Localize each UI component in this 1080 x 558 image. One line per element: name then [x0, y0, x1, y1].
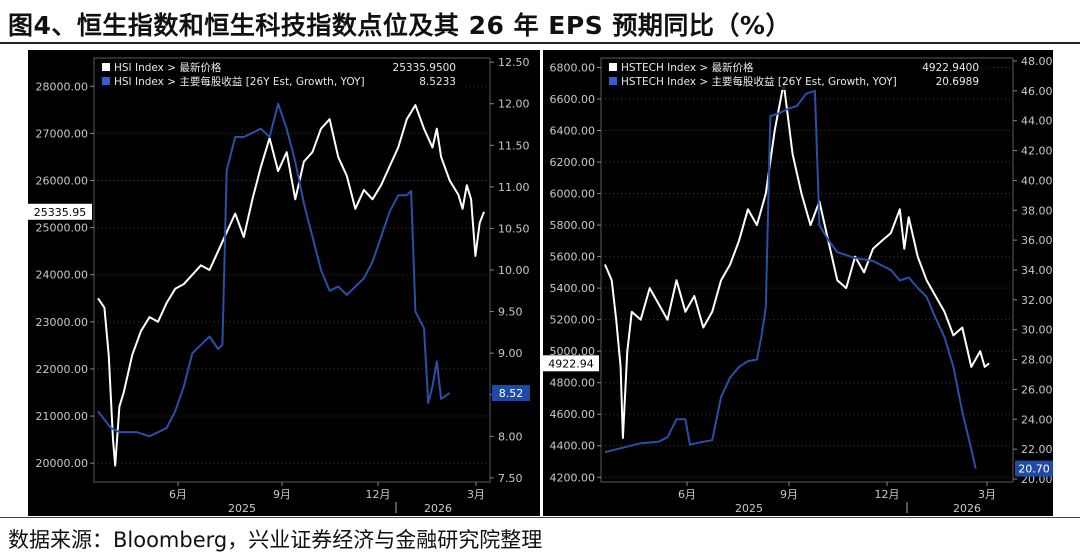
- hstech-x-year-label: 2025: [735, 502, 763, 515]
- hsi-chart-panel: 20000.00 21000.00 22000.00 23000.00 24000.00…: [28, 50, 540, 516]
- hstech-legend-value: 20.6989: [936, 76, 979, 88]
- hstech-left-tick-label: 5600.00: [550, 251, 596, 264]
- hsi-legend-name: HSI Index > 主要每股收益 [26Y Est, Growth, YOY…: [114, 75, 365, 88]
- hstech-left-tick-label: 6200.00: [550, 156, 596, 169]
- hsi-left-tick-label: 25000.00: [36, 222, 89, 235]
- hsi-x-year-label: 2026: [424, 502, 452, 515]
- hsi-x-year-label: 2025: [228, 502, 256, 515]
- hsi-x-month-label: 9月: [273, 488, 291, 501]
- hsi-legend-swatch: [102, 63, 110, 71]
- source-divider: [0, 517, 1080, 518]
- hsi-right-tick-label: 10.00: [498, 264, 530, 277]
- hsi-legend-box: [98, 60, 464, 90]
- hstech-left-current-label: 4922.94: [548, 357, 594, 370]
- hstech-left-tick-label: 4800.00: [550, 377, 596, 390]
- hsi-left-tick-label: 27000.00: [36, 127, 89, 140]
- hstech-right-tick-label: 46.00: [1021, 85, 1053, 98]
- hstech-x-month-label: 6月: [678, 488, 696, 501]
- hsi-left-tick-label: 22000.00: [36, 363, 89, 376]
- hstech-left-tick-label: 5000.00: [550, 345, 596, 358]
- hsi-right-tick-label: 9.00: [498, 347, 523, 360]
- hstech-chart: 4200.00 4400.00 4600.00 4800.00 5000.00 5200.…: [543, 55, 1053, 515]
- hstech-right-tick-label: 48.00: [1021, 55, 1053, 68]
- hsi-legend-value: 25335.9500: [393, 62, 456, 74]
- hsi-right-tick-label: 11.50: [498, 139, 530, 152]
- hstech-right-tick-label: 24.00: [1021, 413, 1053, 426]
- hsi-left-current-label: 25335.95: [34, 206, 87, 219]
- hstech-right-tick-label: 40.00: [1021, 174, 1053, 187]
- hsi-right-tick-label: 11.00: [498, 181, 530, 194]
- hstech-right-tick-label: 42.00: [1021, 145, 1053, 158]
- hstech-left-tick-label: 5800.00: [550, 219, 596, 232]
- hstech-right-tick-label: 28.00: [1021, 354, 1053, 367]
- hstech-right-tick-label: 36.00: [1021, 234, 1053, 247]
- figure-title: 图4、恒生指数和恒生科技指数点位及其 26 年 EPS 预期同比（%）: [8, 11, 791, 40]
- title-divider: [0, 42, 1080, 44]
- hstech-left-current-badge: [543, 355, 599, 372]
- hstech-x-month-label: 12月: [875, 488, 900, 501]
- hsi-left-tick-label: 23000.00: [36, 316, 89, 329]
- hsi-right-tick-label: 8.00: [498, 430, 523, 443]
- hstech-right-tick-label: 30.00: [1021, 324, 1053, 337]
- hsi-left-current-badge: [28, 203, 92, 220]
- hstech-x-year-label: 2026: [953, 502, 981, 515]
- hsi-right-tick-label: 9.50: [498, 306, 523, 319]
- hsi-eps-series-line: [97, 102, 451, 438]
- hsi-x-month-label: 6月: [169, 488, 187, 501]
- hstech-legend-swatch: [609, 63, 617, 71]
- hsi-right-tick-label: 10.50: [498, 222, 530, 235]
- hsi-legend-name: HSI Index > 最新价格: [114, 61, 222, 74]
- hsi-left-tick-label: 20000.00: [36, 457, 89, 470]
- hstech-eps-series-line: [604, 89, 977, 469]
- hstech-right-current-badge: [1015, 460, 1053, 477]
- hstech-x-month-label: 9月: [780, 488, 798, 501]
- hstech-right-tick-label: 22.00: [1021, 443, 1053, 456]
- hstech-left-tick-label: 6000.00: [550, 188, 596, 201]
- hstech-price-series-line: [604, 82, 990, 439]
- hstech-plot-frame: [600, 57, 1014, 483]
- hstech-right-tick-label: 38.00: [1021, 204, 1053, 217]
- hsi-plot-frame: [93, 57, 491, 483]
- hstech-legend-box: [605, 60, 987, 90]
- hstech-right-tick-label: 34.00: [1021, 264, 1053, 277]
- hsi-legend-swatch: [102, 77, 110, 85]
- hstech-left-tick-label: 4600.00: [550, 408, 596, 421]
- hsi-right-tick-label: 12.00: [498, 98, 530, 111]
- hsi-right-tick-label: 12.50: [498, 56, 530, 69]
- hstech-right-tick-label: 44.00: [1021, 115, 1053, 128]
- hstech-left-tick-label: 4400.00: [550, 440, 596, 453]
- hstech-legend-value: 4922.9400: [922, 62, 979, 74]
- hstech-right-tick-label: 26.00: [1021, 383, 1053, 396]
- hstech-right-current-label: 20.70: [1018, 463, 1050, 476]
- hsi-right-tick-label: 7.50: [498, 472, 523, 485]
- hstech-x-month-label: 3月: [978, 488, 996, 501]
- hsi-price-series-line: [97, 104, 485, 467]
- hstech-left-tick-label: 5200.00: [550, 314, 596, 327]
- hstech-left-tick-label: 6600.00: [550, 93, 596, 106]
- hstech-right-tick-label: 32.00: [1021, 294, 1053, 307]
- hsi-chart: 20000.00 21000.00 22000.00 23000.00 24000.00…: [28, 56, 530, 515]
- hsi-left-tick-label: 21000.00: [36, 410, 89, 423]
- hstech-legend-name: HSTECH Index > 最新价格: [621, 61, 754, 74]
- hstech-left-tick-label: 6400.00: [550, 125, 596, 138]
- source-note: 数据来源：Bloomberg，兴业证券经济与金融研究院整理: [8, 528, 543, 552]
- hsi-left-tick-label: 28000.00: [36, 80, 89, 93]
- hsi-left-tick-label: 24000.00: [36, 269, 89, 282]
- hstech-legend-swatch: [609, 77, 617, 85]
- hstech-left-tick-label: 6800.00: [550, 61, 596, 74]
- hsi-right-current-badge: [492, 385, 530, 402]
- hsi-x-month-label: 12月: [366, 488, 391, 501]
- hsi-left-tick-label: 26000.00: [36, 174, 89, 187]
- hstech-legend-name: HSTECH Index > 主要每股收益 [26Y Est, Growth, …: [621, 75, 897, 88]
- hstech-left-tick-label: 4200.00: [550, 471, 596, 484]
- hstech-left-tick-label: 5400.00: [550, 282, 596, 295]
- hsi-right-current-label: 8.52: [499, 387, 524, 400]
- hsi-x-month-label: 3月: [467, 488, 485, 501]
- hsi-legend-value: 8.5233: [419, 76, 456, 88]
- hstech-chart-panel: 4200.00 4400.00 4600.00 4800.00 5000.00 5200.…: [543, 50, 1053, 516]
